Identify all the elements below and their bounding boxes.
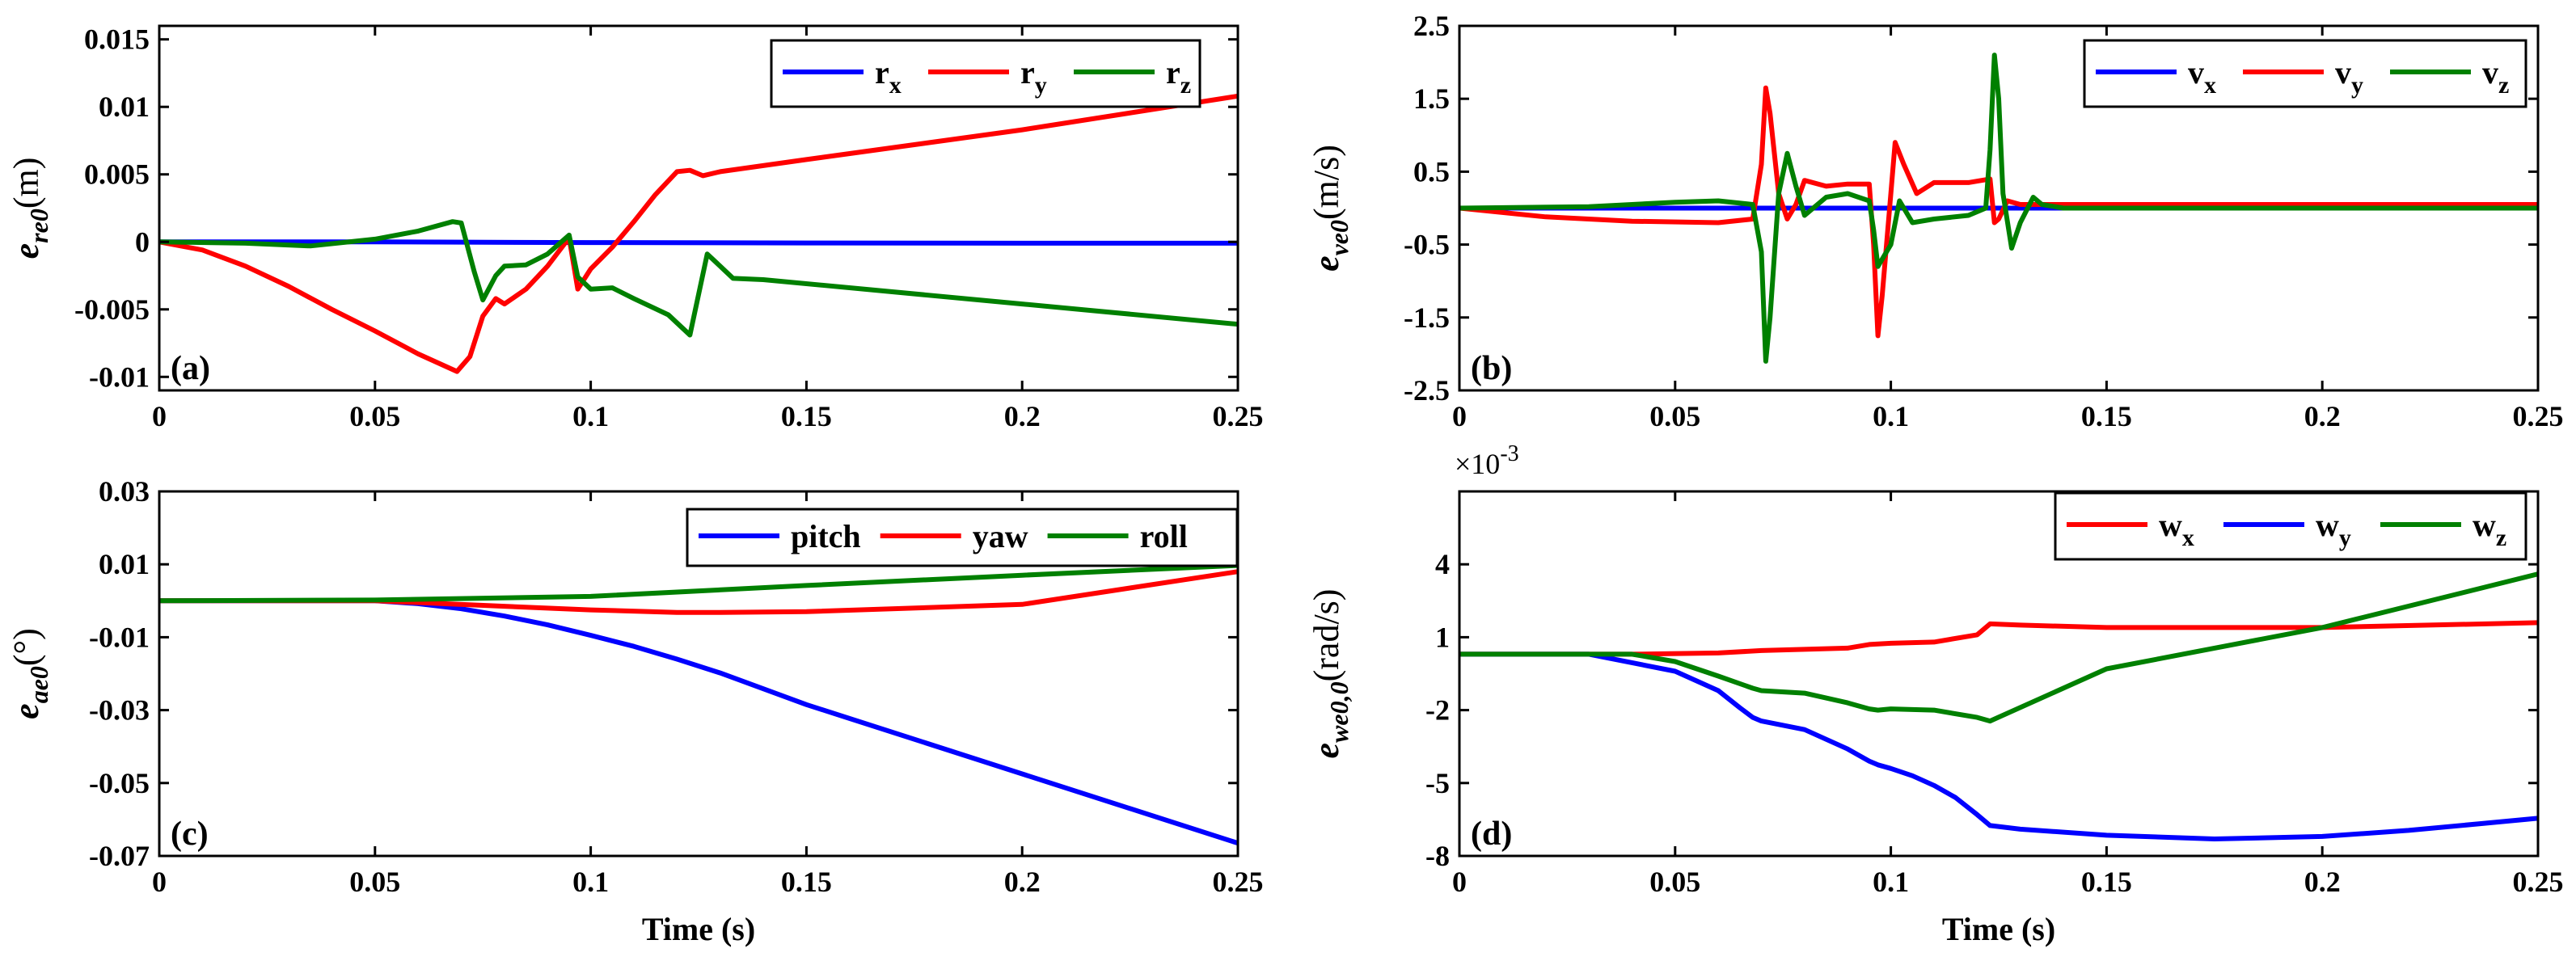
series-line-wy — [1459, 651, 2538, 841]
legend-label-ry: ry — [1020, 54, 1047, 99]
x-tick-label: 0.2 — [1004, 866, 1041, 898]
panel-label: (c) — [171, 816, 209, 853]
y-tick-label: 0.03 — [99, 475, 150, 508]
x-tick-label: 0 — [1452, 866, 1467, 898]
y-tick-label: 0.005 — [84, 158, 150, 191]
series-line-wz — [1459, 571, 2538, 724]
y-tick-label: -0.07 — [89, 840, 150, 872]
x-tick-label: 0.25 — [1213, 400, 1264, 432]
x-tick-label: 0.15 — [781, 400, 832, 432]
panel-b: 0 0.05 0.1 0.15 0.2 0.25 -2.5 -1.5 -0.5 0.5 1.5 2.5… — [1307, 10, 2564, 432]
legend-label-yaw: yaw — [973, 518, 1028, 554]
series-line-yaw — [159, 569, 1238, 615]
y-tick-label: -5 — [1425, 767, 1450, 799]
y-tick-label: -0.01 — [89, 621, 150, 653]
x-tick-label: 0.2 — [2304, 400, 2341, 432]
x-tick-label: 0.25 — [2513, 400, 2564, 432]
x-tick-label: 0.2 — [1004, 400, 1041, 432]
legend-label-wy: wy — [2316, 507, 2351, 551]
y-tick-label: -2 — [1425, 694, 1450, 727]
panel-label: (b) — [1471, 350, 1512, 387]
x-tick-label: 0.15 — [2081, 400, 2132, 432]
x-tick-label: 0.15 — [781, 866, 832, 898]
legend-label-wz: wz — [2473, 507, 2506, 551]
x-tick-label: 0 — [152, 866, 167, 898]
x-tick-label: 0.1 — [572, 866, 609, 898]
y-axis-label: eae0(°) — [6, 628, 53, 719]
legend-label-rz: rz — [1166, 54, 1191, 99]
legend-label-pitch: pitch — [791, 518, 861, 554]
axes-box — [158, 490, 1239, 858]
x-axis-label: Time (s) — [1942, 911, 2055, 947]
legend-label-vy: vy — [2335, 54, 2363, 99]
series-line-rz — [159, 219, 1238, 338]
y-tick-label: 0.5 — [1413, 155, 1450, 188]
y-tick-label: 1.5 — [1413, 82, 1450, 115]
y-axis-label: ere0(m) — [6, 158, 53, 259]
series-line-wx — [1459, 620, 2538, 657]
y-tick-label: -8 — [1425, 840, 1450, 872]
x-axis-label: Time (s) — [642, 911, 755, 947]
y-axis-label: ewe0,0(rad/s) — [1307, 589, 1353, 759]
x-tick-label: 0.05 — [1649, 866, 1700, 898]
x-tick-label: 0 — [1452, 400, 1467, 432]
legend-label-roll: roll — [1140, 518, 1188, 554]
legend: vx vy vz — [2083, 39, 2527, 108]
series-line-pitch — [159, 598, 1238, 846]
y-tick-label: 2.5 — [1413, 10, 1450, 42]
series-line-ry — [159, 93, 1238, 374]
x-tick-label: 0.05 — [349, 400, 400, 432]
y-tick-label: -1.5 — [1404, 301, 1450, 334]
legend: wx wy wz — [2054, 491, 2527, 561]
series-line-vz — [1459, 53, 2538, 364]
legend-label-vx: vx — [2188, 54, 2216, 99]
panel-c: 0 0.05 0.1 0.15 0.2 0.25 -0.07 -0.05 -0.03 -0.01 0… — [6, 475, 1264, 947]
x-tick-label: 0.05 — [349, 866, 400, 898]
y-tick-label: 0 — [135, 225, 150, 258]
panel-d: 0 0.05 0.1 0.15 0.2 0.25 -8 -5 -2 1 4 ×10-3 (d) ewe0,… — [1307, 441, 2564, 947]
y-tick-label: 1 — [1435, 621, 1450, 653]
series-group — [159, 93, 1238, 374]
series-group — [1459, 571, 2538, 841]
panel-a: 0 0.05 0.1 0.15 0.2 0.25 -0.01 -0.005 0 0.005 0.01… — [6, 23, 1264, 432]
x-tick-label: 0.1 — [1873, 866, 1909, 898]
x-tick-label: 0.25 — [2513, 866, 2564, 898]
x-tick-label: 0.15 — [2081, 866, 2132, 898]
legend-label-vz: vz — [2482, 54, 2509, 99]
legend: rx ry rz — [770, 39, 1201, 108]
x-tick-label: 0.1 — [572, 400, 609, 432]
y-tick-label: -0.03 — [89, 694, 150, 727]
axes-box — [158, 24, 1239, 392]
axis-multiplier: ×10-3 — [1455, 441, 1519, 480]
legend: pitch yaw roll — [686, 508, 1239, 567]
y-tick-label: 4 — [1435, 548, 1450, 580]
y-axis-label: eve0(m/s) — [1307, 145, 1353, 272]
panel-label: (a) — [171, 350, 210, 387]
series-group — [1459, 53, 2538, 364]
y-tick-label: -0.05 — [89, 767, 150, 799]
y-tick-label: -0.005 — [74, 293, 150, 326]
axes-box — [1458, 490, 2540, 858]
series-line-roll — [159, 563, 1238, 604]
series-group — [159, 563, 1238, 846]
y-tick-label: 0.015 — [84, 23, 150, 56]
x-tick-label: 0.05 — [1649, 400, 1700, 432]
x-tick-label: 0 — [152, 400, 167, 432]
y-tick-label: 0.01 — [99, 548, 150, 580]
panel-label: (d) — [1471, 816, 1512, 853]
x-tick-label: 0.25 — [1213, 866, 1264, 898]
axes-box — [1458, 24, 2540, 392]
y-tick-label: -0.01 — [89, 360, 150, 393]
y-tick-label: -0.5 — [1404, 229, 1450, 261]
legend-label-rx: rx — [875, 54, 902, 99]
y-tick-label: 0.01 — [99, 91, 150, 123]
legend-label-wx: wx — [2159, 507, 2194, 551]
y-tick-label: -2.5 — [1404, 374, 1450, 407]
series-line-vy — [1459, 85, 2538, 339]
x-tick-label: 0.1 — [1873, 400, 1909, 432]
x-tick-label: 0.2 — [2304, 866, 2341, 898]
